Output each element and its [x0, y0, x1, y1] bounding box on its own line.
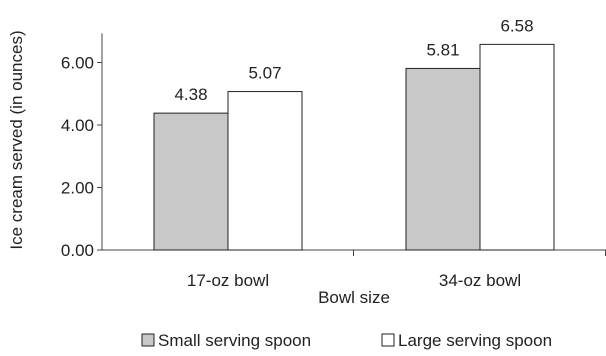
y-tick-label: 0.00	[61, 241, 94, 260]
y-tick-label: 6.00	[61, 54, 94, 73]
legend-label: Small serving spoon	[158, 331, 311, 350]
x-tick-label: 34-oz bowl	[439, 271, 521, 290]
bar-small-spoon	[153, 112, 229, 251]
data-label: 4.38	[174, 85, 207, 104]
data-label: 6.58	[500, 16, 533, 35]
y-tick-label: 2.00	[61, 179, 94, 198]
x-axis-label: Bowl size	[318, 288, 390, 307]
bars	[153, 43, 555, 251]
legend-label: Large serving spoon	[398, 331, 552, 350]
x-axis: 17-oz bowl 34-oz bowl	[102, 249, 606, 290]
y-tick-label: 4.00	[61, 116, 94, 135]
y-axis: 0.00 2.00 4.00 6.00	[61, 33, 103, 260]
data-labels: 4.38 5.07 5.81 6.58	[174, 16, 533, 104]
legend-swatch	[141, 333, 155, 347]
legend: Small serving spoon Large serving spoon	[141, 331, 552, 350]
y-axis-label: Ice cream served (in ounces)	[7, 30, 26, 249]
bar-large-spoon	[479, 43, 555, 251]
data-label: 5.81	[426, 40, 459, 59]
x-tick-label: 17-oz bowl	[187, 271, 269, 290]
bar-large-spoon	[227, 91, 303, 251]
data-label: 5.07	[248, 64, 281, 83]
legend-swatch	[381, 333, 395, 347]
bar-small-spoon	[405, 67, 481, 251]
